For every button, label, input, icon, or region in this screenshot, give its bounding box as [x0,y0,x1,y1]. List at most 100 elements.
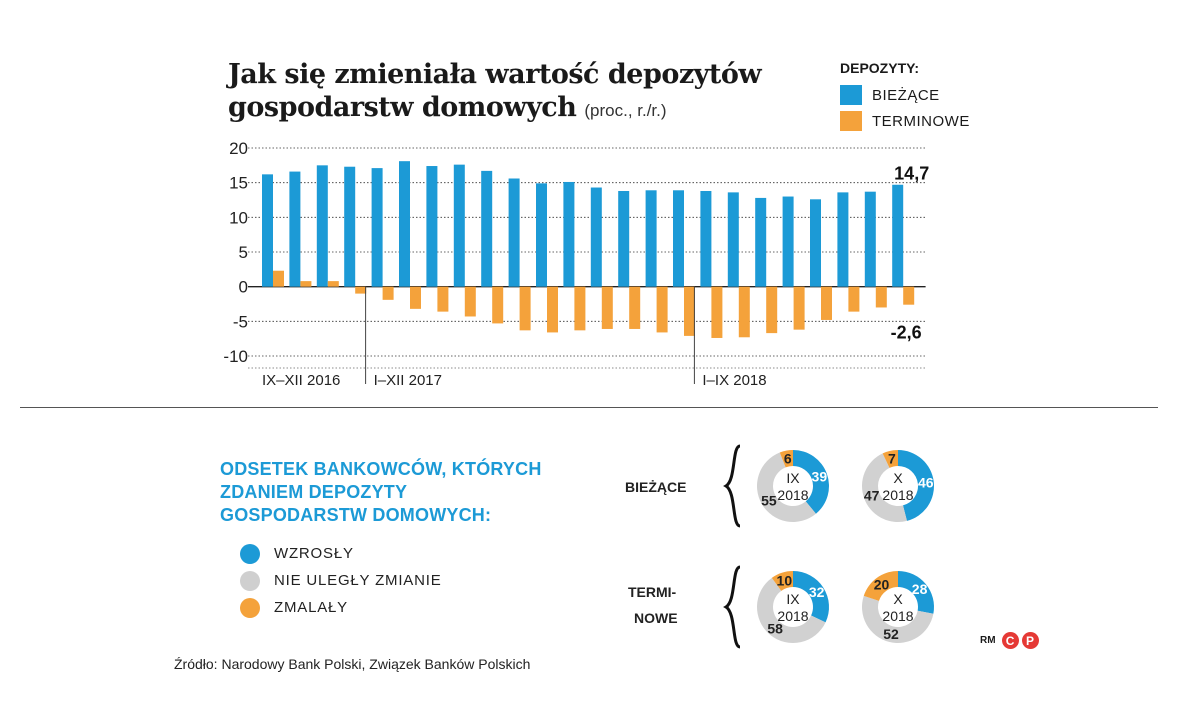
legend-item-term: TERMINOWE [840,108,970,134]
legend-label-unchanged: NIE ULEGŁY ZMIANIE [274,572,442,589]
bar-current [755,197,767,287]
bar-current [399,161,410,287]
legend-title: DEPOZYTY: [840,60,920,76]
period-label: IX–XII 2016 [262,372,340,389]
bar-current [892,184,904,287]
bar-current [864,191,876,287]
donut-slice-decreased [882,450,898,468]
legend-dot-orange [240,597,260,618]
donut-slice-unchanged [757,577,826,643]
bar-term [574,286,586,331]
donut-label-unchanged: 58 [767,621,783,637]
y-tick-label: 5 [239,243,248,262]
bar-term [903,286,915,305]
bar-term [410,286,421,309]
y-tick-label: -5 [233,312,248,331]
bar-term [547,286,558,333]
donut-label-decreased: 7 [888,451,896,467]
donut-label-increased: 28 [912,581,928,597]
brace-icon [723,444,741,528]
legend-label-term: TERMINOWE [872,112,970,130]
donut-slice-increased [793,571,829,623]
bar-term [382,286,394,300]
donut-label-decreased: 20 [874,576,890,592]
bar-term [300,281,312,287]
group-label-line-1: TERMI- [628,584,677,600]
bar-term [327,281,339,287]
deposits-legend: DEPOZYTY: BIEŻĄCE TERMINOWE [840,60,970,134]
donut-period-line-1: IX [786,591,800,607]
section-divider [20,407,1158,408]
donut-period-line-1: IX [786,470,800,486]
bar-current [289,171,301,287]
donut-label-unchanged: 52 [883,626,899,642]
bar-current [645,190,657,287]
y-tick-label: -10 [223,347,248,366]
legend-item-unchanged: NIE ULEGŁY ZMIANIE [240,567,442,594]
donut-period-line-1: X [893,470,903,486]
bar-term [848,286,860,312]
donut-period-line-2: 2018 [777,608,808,624]
donut-slice-decreased [863,571,898,601]
donut-slice-unchanged [862,453,907,522]
donut-label-increased: 39 [812,469,828,485]
bar-current [618,190,630,287]
publisher-logo: RM C P [980,632,1039,649]
group-label-line-2: NOWE [634,610,678,626]
bar-current [262,174,273,287]
bar-current [426,166,438,287]
donut-label-increased: 32 [809,584,825,600]
legend-swatch-blue [840,85,862,105]
bar-term [875,286,887,308]
bar-current [563,181,575,287]
bar-current [782,196,794,287]
bar-current [837,192,849,287]
bar-term [492,286,504,324]
survey-title: ODSETEK BANKOWCÓW, KTÓRYCH ZDANIEM DEPOZ… [220,459,542,525]
donut-label-unchanged: 47 [864,487,880,503]
bar-term [464,286,476,317]
title-line-2-text: gospodarstw domowych [228,92,577,123]
bar-term [821,286,832,320]
y-tick-label: 0 [239,278,248,297]
period-label: I–IX 2018 [702,372,766,389]
bar-current [371,168,383,287]
logo-p-icon: P [1021,632,1039,649]
donut-period-line-1: X [893,591,903,607]
legend-dot-gray [240,570,260,591]
title-unit: (proc., r./r.) [584,101,667,120]
group-label: BIEŻĄCE [625,479,686,495]
bar-current [810,199,821,287]
donut-period-line-2: 2018 [777,487,808,503]
survey-legend: WZROSŁY NIE ULEGŁY ZMIANIE ZMALAŁY [240,540,442,621]
bar-term [684,286,695,336]
chart-title: Jak się zmieniała wartość depozytów gosp… [228,58,828,127]
donut-slice-decreased [771,571,793,591]
bar-term [437,286,449,312]
bar-current [700,190,712,287]
period-label: I–XII 2017 [374,372,442,389]
title-line-1: Jak się zmieniała wartość depozytów [228,59,762,90]
legend-label-decreased: ZMALAŁY [274,599,348,616]
bar-current [536,183,547,287]
legend-item-current: BIEŻĄCE [840,82,970,108]
donut-slice-unchanged [862,595,934,643]
bar-current [453,164,465,287]
bar-term [629,286,641,329]
legend-item-increased: WZROSŁY [240,540,442,567]
donut-period-line-2: 2018 [882,608,913,624]
y-tick-label: 20 [229,139,248,158]
donut-slice-increased [793,450,829,514]
title-line-2: gospodarstw domowych (proc., r./r.) [228,91,828,127]
source-note: Źródło: Narodowy Bank Polski, Związek Ba… [174,656,531,672]
legend-item-decreased: ZMALAŁY [240,594,442,621]
donut-label-decreased: 6 [784,450,792,466]
donut-slice-decreased [779,450,793,468]
legend-label-current: BIEŻĄCE [872,86,940,104]
legend-label-increased: WZROSŁY [274,545,354,562]
bar-current [590,187,602,287]
donut-label-unchanged: 55 [761,492,777,508]
y-tick-label: 10 [229,208,248,227]
bar-term [738,286,750,338]
donut-period-line-2: 2018 [882,487,913,503]
